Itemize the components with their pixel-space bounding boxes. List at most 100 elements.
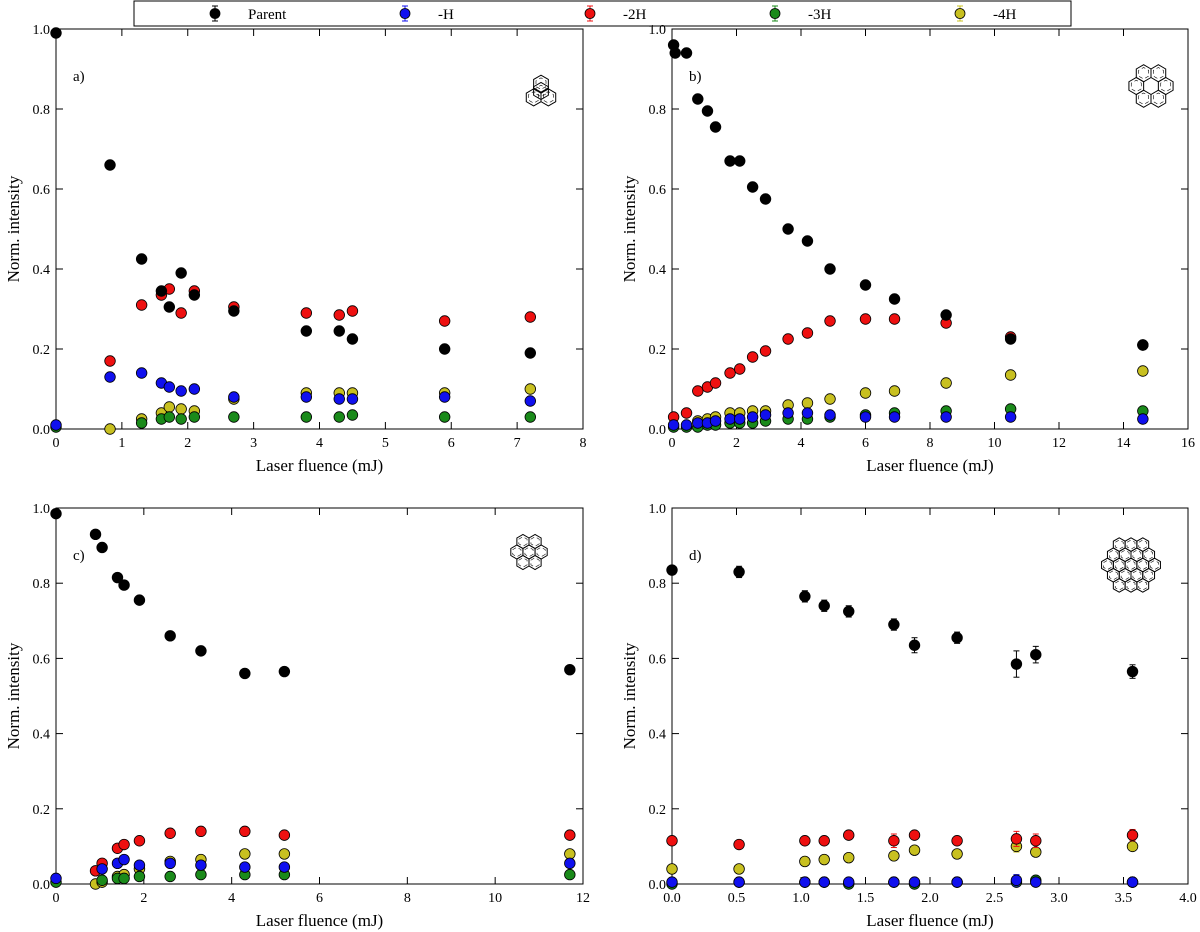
data-point [888,618,900,631]
data-point [333,325,345,337]
ring-bond [536,546,546,558]
data-point [701,105,714,117]
data-point [228,411,240,423]
data-point [89,528,102,541]
data-point [118,872,130,885]
x-axis-label: Laser fluence (mJ) [866,911,993,930]
data-point [733,876,745,888]
data-point [1010,874,1023,886]
data-point [709,121,722,133]
x-tick-label: 16 [1181,436,1195,451]
series-H [50,367,537,431]
data-point [888,411,901,423]
data-point [239,667,251,680]
x-tick-label: 4 [798,436,805,451]
data-point [1004,369,1017,381]
ring-bond [518,536,528,547]
data-point [104,159,116,171]
ring-bond [1144,549,1153,560]
ring-bond [1126,580,1136,591]
series-H [666,874,1139,888]
y-tick-label: 0.2 [33,343,51,358]
data-point [1030,648,1042,661]
ring [533,81,549,101]
data-point [524,383,537,395]
data-point [333,411,345,423]
x-tick-label: 1.5 [857,891,875,906]
ring-bond [530,536,540,547]
panel-b: 0 2 4 6 8 10 12 14 16 0.0 0.2 0.4 0.6 0.8 1.0 Laser flu… [620,23,1195,475]
y-tick-label: 0.0 [33,878,51,893]
x-tick-label: 0.5 [728,891,746,906]
ring-bond [535,77,547,90]
x-tick-label: 12 [1052,436,1066,451]
data-point [524,395,537,407]
data-point [228,305,240,317]
data-point [818,600,830,612]
series-4H [89,848,576,890]
ring [516,533,530,550]
data-point [175,385,187,397]
data-point [818,835,830,847]
panel-label: a) [73,69,85,85]
ring-bond [1126,560,1136,570]
data-layer [666,564,1139,890]
data-point [692,417,704,429]
data-point [734,155,746,167]
data-point [118,853,130,866]
data-point [951,632,963,644]
data-point [667,419,680,431]
x-tick-label: 1 [118,436,125,451]
x-tick-label: 8 [580,436,587,451]
ring [1150,89,1167,108]
data-point [164,870,176,883]
ring [1142,567,1156,583]
data-point [1126,829,1139,841]
data-point [818,876,830,888]
data-point [133,859,146,871]
data-layer [667,39,1149,433]
x-tick-label: 4 [316,436,323,451]
series-Parent [666,564,1139,679]
data-point [278,861,291,873]
ring-bond [1114,580,1124,591]
data-point [666,835,678,847]
data-point [438,343,451,355]
data-point [164,857,176,870]
data-point [951,835,963,847]
x-tick-label: 2 [184,436,191,451]
data-point [300,411,313,423]
y-tick-label: 0.0 [33,423,51,438]
data-point [951,876,963,888]
data-point [135,299,148,311]
series-3H [50,868,576,888]
data-point [96,874,108,886]
data-point [239,848,251,860]
panel-label: b) [689,69,702,85]
legend-marker [954,8,966,19]
y-axis-label: Norm. intensity [620,175,639,282]
x-tick-label: 10 [988,436,1002,451]
ring-bond [524,546,534,558]
series-2H [104,283,537,367]
data-point [228,391,240,403]
data-point [118,579,130,591]
y-tick-label: 0.6 [33,183,51,198]
data-point [1126,665,1139,678]
legend: Parent -H -2H -3H -4H [133,0,1072,27]
data-point [888,293,901,305]
ring [528,554,542,571]
data-point [824,263,836,275]
data-point [133,835,146,847]
series-2H [667,313,1149,423]
data-point [843,876,855,888]
data-point [1137,413,1149,425]
data-point [333,393,345,405]
data-point [843,829,855,841]
x-tick-label: 7 [514,436,521,451]
data-point [859,279,872,291]
ring-bond [1160,79,1172,93]
data-point [680,47,693,59]
ring-bond [1138,539,1148,550]
